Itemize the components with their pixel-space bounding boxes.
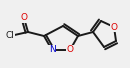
Text: O: O bbox=[67, 45, 73, 54]
Text: O: O bbox=[110, 23, 118, 31]
Text: Cl: Cl bbox=[6, 31, 14, 41]
Text: N: N bbox=[49, 45, 55, 54]
Text: O: O bbox=[21, 14, 28, 23]
